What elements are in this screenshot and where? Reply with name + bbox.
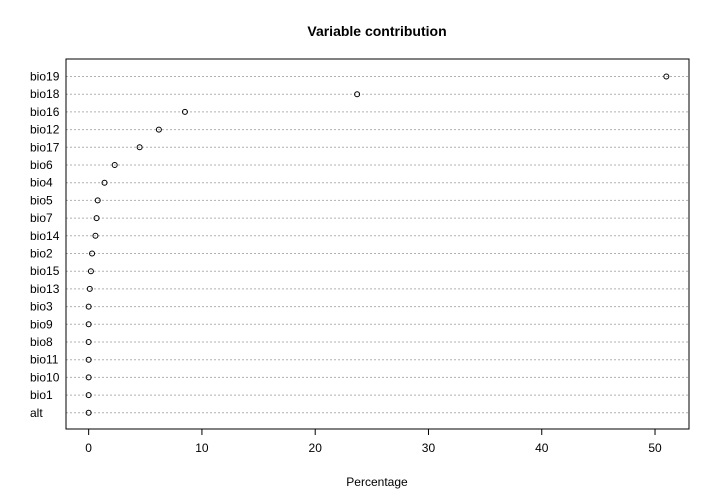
category-label-bio12: bio12: [30, 123, 60, 137]
point-bio10: [85, 374, 92, 381]
point-bio16: [181, 108, 188, 115]
point-bio3: [85, 303, 92, 310]
point-bio13: [86, 285, 93, 292]
point-alt: [85, 409, 92, 416]
point-bio9: [85, 321, 92, 328]
data-points: [85, 73, 670, 416]
point-bio4: [101, 179, 108, 186]
x-tick-label-50: 50: [648, 441, 662, 455]
category-label-bio2: bio2: [30, 247, 53, 261]
category-label-bio7: bio7: [30, 211, 53, 225]
category-label-bio6: bio6: [30, 158, 53, 172]
category-label-bio8: bio8: [30, 335, 53, 349]
category-label-bio4: bio4: [30, 176, 53, 190]
x-tick-label-40: 40: [535, 441, 549, 455]
category-label-bio17: bio17: [30, 140, 60, 154]
point-bio1: [85, 392, 92, 399]
x-axis-label: Percentage: [346, 475, 408, 489]
point-bio14: [92, 232, 99, 239]
point-bio17: [136, 144, 143, 151]
category-label-bio11: bio11: [30, 353, 59, 367]
point-bio7: [93, 215, 100, 222]
x-tick-label-30: 30: [422, 441, 436, 455]
x-axis: 0 10 20 30 40 50: [85, 428, 662, 455]
x-tick-label-0: 0: [85, 441, 92, 455]
point-bio2: [89, 250, 96, 257]
x-tick-label-10: 10: [195, 441, 209, 455]
category-label-bio10: bio10: [30, 370, 60, 384]
category-label-alt: alt: [30, 406, 43, 420]
point-bio19: [663, 73, 670, 80]
category-label-bio18: bio18: [30, 87, 60, 101]
category-label-bio3: bio3: [30, 300, 53, 314]
category-label-bio16: bio16: [30, 105, 60, 119]
point-bio6: [111, 162, 118, 168]
category-labels: bio19 bio18 bio16 bio12 bio17 bio6 bio4 bio5 bio…: [30, 70, 60, 420]
category-label-bio19: bio19: [30, 70, 60, 84]
point-bio8: [85, 339, 92, 345]
category-label-bio13: bio13: [30, 282, 60, 296]
category-label-bio15: bio15: [30, 264, 60, 278]
point-bio11: [85, 356, 92, 363]
x-tick-label-20: 20: [309, 441, 323, 455]
point-bio12: [155, 126, 162, 133]
chart-title: Variable contribution: [307, 23, 446, 39]
category-label-bio14: bio14: [30, 229, 60, 243]
category-label-bio5: bio5: [30, 193, 53, 207]
point-bio18: [354, 91, 361, 98]
category-label-bio9: bio9: [30, 317, 53, 331]
point-bio5: [94, 197, 101, 204]
plot-frame: [65, 58, 690, 430]
point-bio15: [87, 268, 94, 275]
category-label-bio1: bio1: [30, 388, 53, 402]
